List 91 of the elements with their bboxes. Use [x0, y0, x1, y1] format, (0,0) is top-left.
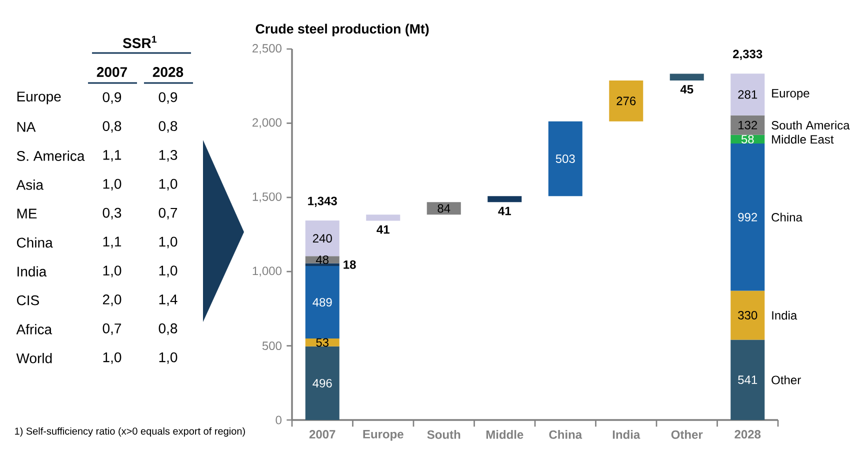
data-label: 503: [556, 154, 575, 163]
data-label: 0,9: [102, 92, 122, 104]
bar: [730, 290, 765, 340]
data-label: 992: [738, 212, 758, 222]
y-tick-label: 2,000: [252, 118, 282, 128]
data-label: 41: [376, 225, 390, 234]
bar: [730, 115, 765, 135]
bar: [548, 121, 582, 196]
data-label: 240: [312, 234, 332, 243]
category-label: World: [16, 352, 52, 364]
series-label: Europe: [772, 89, 810, 100]
data-label: 1,0: [103, 352, 122, 364]
chart-title: Crude steel production (Mt): [256, 24, 429, 36]
data-label: 53: [316, 338, 329, 347]
data-label: 48: [316, 255, 329, 264]
data-label: 1,0: [159, 352, 178, 364]
data-label: 1,1: [103, 236, 122, 248]
data-label: 1,4: [159, 294, 178, 306]
total-label: 1,343: [308, 196, 337, 207]
bar: [670, 74, 704, 80]
series-label: China: [772, 212, 802, 222]
data-label: 18: [344, 260, 356, 269]
bar: [305, 256, 340, 264]
data-label: 1,3: [159, 150, 178, 162]
category-label: NA: [17, 122, 36, 132]
category-label: Europe: [17, 92, 61, 104]
y-tick-label: 1,000: [252, 266, 282, 277]
category-label: Africa: [16, 324, 52, 334]
data-label: 41: [498, 206, 511, 216]
x-tick-label: China: [549, 430, 582, 439]
text: 2007: [96, 67, 127, 77]
x-tick-label: Other: [671, 430, 703, 439]
x-tick-label: 2007: [309, 430, 336, 439]
x-tick-label: 2028: [734, 430, 761, 439]
x-tick-label: Europe: [363, 430, 404, 441]
category-label: S. America: [16, 150, 85, 161]
data-label: 0,7: [158, 208, 178, 220]
data-label: 45: [680, 85, 694, 94]
data-label: 0,9: [158, 92, 178, 104]
bar: [730, 144, 765, 291]
y-tick-label: 1,500: [252, 192, 282, 202]
text: SSR$^{1}$: [122, 36, 157, 48]
x-tick-label: India: [612, 430, 640, 439]
bar: [730, 74, 765, 116]
y-tick-label: 2,500: [252, 44, 282, 54]
bar: [305, 263, 340, 266]
series-label: Other: [772, 375, 801, 384]
data-label: 1,0: [159, 178, 178, 190]
bar: [305, 346, 340, 420]
category-label: CIS: [16, 295, 39, 306]
data-label: 496: [312, 378, 332, 388]
data-label: 0,8: [158, 323, 178, 335]
data-label: 132: [738, 120, 758, 130]
data-label: 541: [738, 376, 758, 384]
data-label: 58: [741, 134, 754, 144]
data-label: 489: [312, 298, 332, 307]
bar: [366, 214, 400, 221]
data-label: 2,0: [102, 294, 122, 306]
bar: [305, 220, 340, 256]
data-label: 276: [616, 96, 636, 106]
category-label: China: [16, 237, 53, 248]
bar: [426, 202, 461, 215]
total-label: 2,333: [733, 50, 762, 60]
text: 1) Self-sufficiency ratio (x>0 equals export of region): [15, 427, 245, 437]
bar: [488, 196, 522, 202]
bar: [305, 266, 340, 339]
data-label: 1,0: [103, 266, 122, 278]
data-label: 0,3: [102, 208, 122, 220]
series-label: Middle East: [772, 134, 834, 144]
data-label: 0,8: [102, 121, 122, 133]
data-label: 0,8: [158, 121, 178, 133]
data-label: 1,1: [103, 150, 122, 162]
data-label: 1,0: [159, 236, 178, 248]
data-label: 281: [738, 90, 758, 99]
y-tick-label: 0: [276, 416, 282, 424]
y-tick-label: 500: [262, 342, 282, 350]
series-label: South America: [772, 120, 850, 130]
x-tick-label: Middle: [486, 430, 524, 439]
data-label: 84: [438, 204, 450, 213]
category-label: India: [18, 266, 47, 277]
data-label: 1,0: [103, 178, 122, 190]
bar: [730, 340, 765, 420]
text: 2028: [152, 67, 184, 77]
data-label: 1,0: [159, 266, 178, 278]
series-label: India: [772, 310, 798, 320]
bar: [609, 80, 644, 122]
data-label: 0,7: [102, 323, 122, 335]
x-tick-label: South: [427, 430, 460, 439]
data-label: 330: [738, 310, 758, 320]
category-label: ME: [17, 208, 37, 218]
category-label: Asia: [16, 180, 44, 190]
